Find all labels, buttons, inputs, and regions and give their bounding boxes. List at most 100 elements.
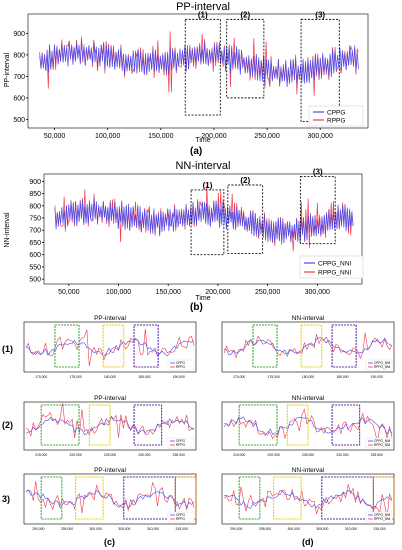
x-tick-label: 250,000 — [255, 289, 280, 296]
detail-panels: PP-interval 170,000 175,000 180,000 185,000 1… — [23, 315, 395, 531]
detail-highlight-box — [252, 324, 278, 368]
detail-highlight-box — [40, 476, 63, 520]
detail-highlight-box — [321, 476, 374, 520]
detail-x-tick-label: 220,000 — [69, 453, 81, 457]
y-tick-label: 700 — [13, 74, 25, 81]
detail-x-tick-label: 175,000 — [69, 375, 81, 379]
y-tick-label: 800 — [13, 52, 25, 59]
highlight-box-label: (3) — [315, 10, 325, 19]
detail-x-tick-label: 180,000 — [104, 375, 116, 379]
plot-frame — [43, 173, 363, 285]
detail-highlight-box — [238, 476, 261, 520]
x-axis-label: Time — [195, 137, 210, 144]
detail-x-tick-label: 310,000 — [345, 527, 357, 531]
y-tick-label: 750 — [29, 216, 41, 223]
x-tick-label: 200,000 — [201, 133, 226, 140]
detail-x-tick-label: 170,000 — [35, 375, 47, 379]
detail-legend-label: RPPG — [176, 517, 186, 521]
detail-x-tick-label: 185,000 — [138, 375, 150, 379]
detail-x-tick-label: 235,000 — [173, 453, 185, 457]
detail-highlight-box — [273, 476, 302, 520]
detail-panel: PP-interval 290,000 295,000 300,000 305,000 3… — [23, 467, 197, 531]
legend: CPPG_NNI RPPG_NNI — [299, 255, 364, 279]
detail-legend-label: CPPG_NNI — [374, 439, 390, 443]
panel-label-c: (c) — [104, 537, 115, 547]
detail-x-tick-label: 215,000 — [233, 453, 245, 457]
highlight-box — [299, 175, 336, 245]
detail-panel: PP-interval 215,000 220,000 225,000 230,000 2… — [23, 395, 197, 457]
detail-highlight-box — [238, 404, 278, 446]
detail-x-tick-label: 305,000 — [118, 527, 130, 531]
detail-x-tick-label: 310,000 — [147, 527, 159, 531]
detail-x-tick-label: 220,000 — [267, 453, 279, 457]
detail-legend-label: RPPG_NNI — [374, 365, 390, 369]
detail-x-tick-label: 315,000 — [374, 527, 386, 531]
detail-x-tick-label: 315,000 — [176, 527, 188, 531]
detail-x-tick-label: 190,000 — [371, 375, 383, 379]
detail-panel-title: PP-interval — [94, 315, 126, 322]
detail-highlight-box — [123, 476, 176, 520]
legend: CPPG RPPG — [308, 105, 364, 127]
detail-x-tick-label: 230,000 — [336, 453, 348, 457]
detail-panel: NN-interval 290,000 295,000 300,000 305,000 3… — [221, 467, 395, 531]
detail-x-tick-label: 180,000 — [302, 375, 314, 379]
detail-legend-label: RPPG — [176, 443, 186, 447]
detail-legend-label: CPPG_NNI — [374, 513, 390, 517]
panel-label-d: (d) — [302, 537, 314, 547]
detail-x-tick-label: 190,000 — [173, 375, 185, 379]
series-line-cppg_nni — [54, 198, 354, 245]
highlight-box — [190, 189, 225, 256]
detail-plot-frame — [23, 321, 197, 373]
detail-legend — [365, 437, 393, 449]
panel-label-a: (a) — [190, 146, 203, 157]
x-tick-label: 300,000 — [308, 133, 333, 140]
detail-panel-title: PP-interval — [94, 467, 126, 474]
legend-label: RPPG — [327, 118, 345, 125]
y-tick-label: 700 — [29, 228, 41, 235]
highlight-box — [227, 184, 264, 254]
detail-highlight-box — [54, 324, 80, 368]
detail-panel-title: NN-interval — [292, 395, 325, 402]
detail-series-line — [223, 336, 393, 357]
highlight-box — [226, 18, 265, 99]
x-tick-label: 200,000 — [205, 289, 230, 296]
detail-series-line — [25, 416, 195, 435]
detail-series-line — [25, 481, 195, 514]
detail-highlight-box — [133, 324, 159, 368]
y-tick-label: 500 — [29, 277, 41, 284]
detail-x-tick-label: 175,000 — [267, 375, 279, 379]
y-tick-label: 600 — [29, 252, 41, 259]
detail-x-tick-label: 225,000 — [104, 453, 116, 457]
detail-x-tick-label: 300,000 — [90, 527, 102, 531]
detail-legend-label: CPPG — [176, 439, 186, 443]
x-tick-label: 150,000 — [156, 289, 181, 296]
detail-x-tick-label: 300,000 — [288, 527, 300, 531]
detail-highlight-box — [331, 324, 357, 368]
detail-panel: NN-interval 170,000 175,000 180,000 185,000 1… — [221, 315, 395, 379]
detail-x-tick-label: 185,000 — [336, 375, 348, 379]
detail-highlight-box — [88, 404, 111, 446]
detail-x-tick-label: 170,000 — [233, 375, 245, 379]
detail-series-line — [25, 489, 195, 509]
detail-series-line — [25, 337, 195, 357]
detail-series-line — [223, 489, 393, 509]
chart-nn-interval: NN-interval NN-interval Time 500 550 600 65… — [4, 160, 364, 302]
detail-legend-label: RPPG_NNI — [374, 443, 390, 447]
detail-highlight-box — [102, 324, 125, 368]
y-axis-label: NN-interval — [4, 212, 11, 247]
x-tick-label: 100,000 — [106, 289, 131, 296]
highlight-box-label: (1) — [203, 181, 213, 190]
detail-panel-title: PP-interval — [94, 395, 126, 402]
detail-legend-label: CPPG_NNI — [374, 361, 390, 365]
y-tick-label: 800 — [29, 203, 41, 210]
detail-legend-label: CPPG — [176, 513, 186, 517]
series-line-cppg — [39, 39, 359, 88]
row-label-3: 3) — [2, 494, 11, 504]
detail-highlight-box — [133, 404, 163, 446]
detail-x-tick-label: 295,000 — [259, 527, 271, 531]
x-tick-label: 50,000 — [44, 133, 66, 140]
detail-series-line — [223, 416, 393, 435]
y-tick-label: 550 — [29, 264, 41, 271]
detail-highlight-box — [286, 404, 309, 446]
detail-plot-frame — [221, 321, 395, 373]
